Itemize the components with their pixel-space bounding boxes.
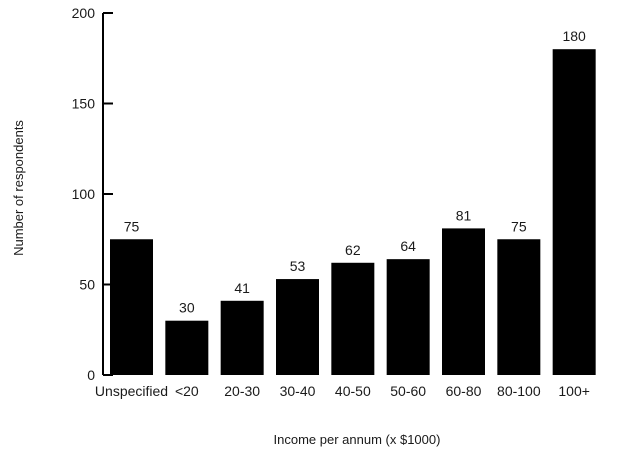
bar-value-label: 53 — [290, 258, 306, 274]
x-axis-labels: Unspecified <20 20-30 30-40 40-50 50-60 60-80 8… — [95, 383, 590, 399]
bars: 75 30 41 53 62 64 81 75 180 — [110, 28, 596, 375]
bar-value-label: 30 — [179, 300, 195, 316]
y-axis-title: Number of respondents — [11, 120, 26, 256]
bar — [165, 320, 209, 375]
x-category-label: 30-40 — [280, 383, 316, 399]
y-tick-label: 100 — [72, 186, 96, 202]
bar — [552, 49, 596, 375]
bar — [331, 262, 375, 375]
x-category-label: 60-80 — [446, 383, 482, 399]
y-tick-label: 150 — [72, 96, 96, 112]
bar-value-label: 64 — [400, 238, 416, 254]
bar-value-label: 180 — [562, 28, 586, 44]
bar — [442, 228, 485, 375]
x-axis-title: Income per annum (x $1000) — [274, 432, 441, 447]
x-category-label: 80-100 — [497, 383, 541, 399]
x-category-label: Unspecified — [95, 383, 168, 399]
bar — [497, 239, 541, 375]
x-category-label: <20 — [175, 383, 199, 399]
y-tick-label: 0 — [87, 367, 95, 383]
bar-value-label: 75 — [511, 218, 527, 234]
bar — [386, 259, 430, 375]
x-category-label: 100+ — [558, 383, 590, 399]
y-axis: 0 50 100 150 200 — [72, 5, 113, 383]
y-tick-label: 50 — [79, 277, 95, 293]
bar — [110, 239, 153, 375]
x-category-label: 40-50 — [335, 383, 371, 399]
y-tick-label: 200 — [72, 5, 96, 21]
bar — [276, 279, 319, 375]
bar-value-label: 75 — [124, 218, 140, 234]
bar-value-label: 81 — [456, 207, 472, 223]
x-category-label: 20-30 — [224, 383, 260, 399]
bar-value-label: 62 — [345, 242, 361, 258]
x-category-label: 50-60 — [390, 383, 426, 399]
bar-value-label: 41 — [234, 280, 250, 296]
bar — [220, 300, 264, 375]
